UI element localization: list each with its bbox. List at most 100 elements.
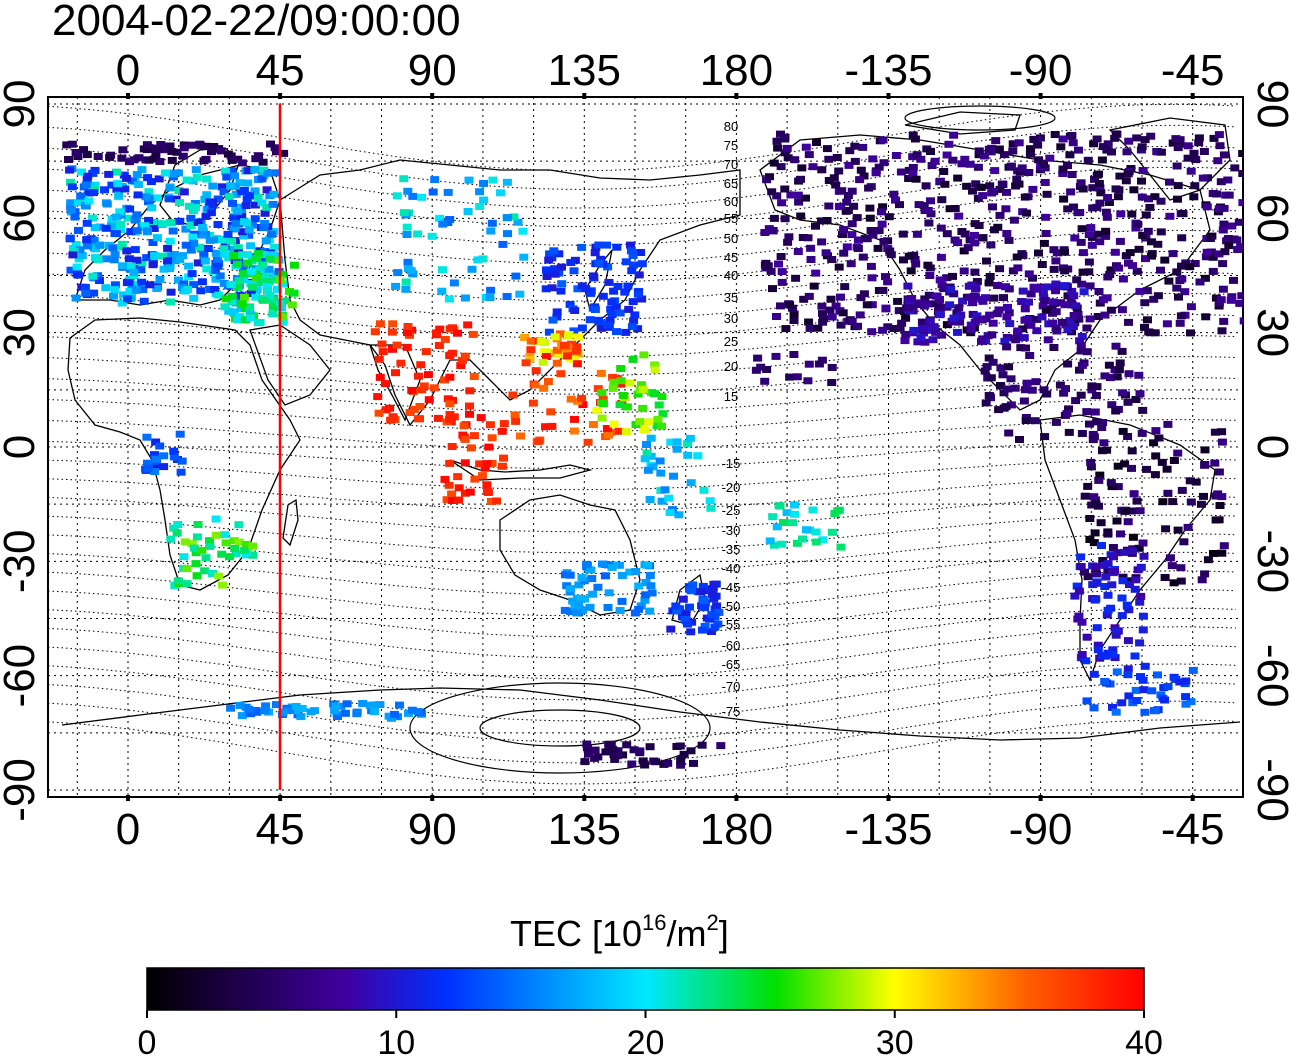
tec-cell [139, 297, 149, 305]
tec-cell [925, 326, 935, 334]
tec-cell [840, 283, 850, 291]
tec-cell [1223, 235, 1233, 242]
tec-cell [1071, 397, 1081, 405]
tec-cell [231, 550, 241, 558]
tec-cell [990, 167, 1000, 175]
tec-cell [615, 607, 625, 614]
tec-cell [1123, 637, 1133, 645]
tec-cell [1058, 165, 1068, 173]
tec-cell [1026, 321, 1036, 329]
tec-cell [91, 245, 101, 253]
tec-cell [163, 244, 173, 252]
tec-cell [636, 249, 646, 256]
tec-cell [572, 360, 582, 368]
tec-cell [935, 276, 945, 284]
tec-cell [227, 167, 237, 175]
tec-cell [582, 560, 592, 568]
tec-cell [836, 293, 845, 301]
tec-cell [1235, 299, 1243, 307]
tec-cell [1003, 385, 1013, 393]
lat-tick-left: -90 [0, 758, 44, 822]
tec-cell [970, 268, 980, 276]
tec-cell [895, 201, 904, 209]
tec-cell [942, 321, 952, 329]
tec-cell [1087, 241, 1097, 249]
tec-cell [71, 294, 81, 302]
tec-cell [1183, 142, 1193, 150]
tec-cell [562, 352, 572, 360]
tec-cell [1048, 298, 1058, 306]
tec-cell [916, 155, 926, 163]
tec-cell [403, 323, 413, 330]
tec-cell [101, 284, 111, 292]
tec-cell [786, 191, 796, 199]
tec-cell [910, 135, 920, 143]
tec-cell [1220, 248, 1230, 256]
tec-cell [238, 228, 248, 236]
tec-cell [234, 277, 244, 284]
tec-cell [184, 202, 194, 210]
tec-cell [625, 379, 635, 387]
tec-cell [497, 462, 507, 470]
tec-cell [1098, 447, 1107, 455]
tec-cell [608, 745, 618, 753]
tec-cell [889, 325, 899, 332]
mag-lat-contour [48, 419, 1237, 451]
tec-cell [408, 192, 418, 200]
tec-cell [572, 343, 582, 351]
mag-lat-contour [48, 272, 1237, 321]
mag-lat-contour [48, 551, 1237, 596]
tec-cell [664, 494, 674, 502]
tec-cell [598, 292, 608, 300]
tec-cell [429, 384, 439, 392]
tec-cell [1183, 154, 1193, 162]
tec-cell [1093, 646, 1103, 654]
tec-cell [624, 305, 634, 313]
tec-cell [160, 169, 170, 177]
tec-cell [804, 360, 814, 368]
tec-cell [122, 247, 132, 255]
tec-cell [235, 313, 245, 321]
tec-cell [1017, 298, 1027, 305]
tec-cell [899, 256, 908, 264]
tec-cell [1073, 209, 1083, 217]
tec-cell [679, 750, 689, 758]
tec-cell [1135, 598, 1145, 606]
tec-cell [223, 230, 233, 238]
tec-cell [804, 151, 814, 159]
tec-cell [1224, 191, 1234, 199]
tec-cell [277, 270, 287, 278]
tec-cell [1218, 226, 1228, 234]
mag-pole-contour [904, 105, 1056, 131]
tec-cell [181, 241, 191, 249]
tec-cell [1137, 177, 1146, 185]
tec-cell [593, 753, 603, 761]
tec-cell [1198, 174, 1208, 182]
tec-cell [1186, 303, 1196, 311]
tec-cell [1002, 334, 1012, 341]
mag-lat-contour [48, 644, 1237, 701]
tec-cell [179, 188, 189, 196]
lon-tick-bottom: 90 [408, 805, 457, 854]
tec-cell [80, 283, 90, 291]
tec-cell [449, 279, 459, 287]
tec-cell [909, 326, 919, 334]
tec-cell [638, 757, 648, 765]
tec-cell [955, 318, 965, 326]
tec-cell [640, 455, 650, 463]
tec-cell [73, 153, 83, 160]
tec-cell [627, 760, 637, 768]
tec-cell [233, 155, 243, 163]
tec-cell [112, 168, 121, 176]
lon-tick-mark [430, 795, 435, 801]
tec-cell [1179, 538, 1189, 546]
tec-cell [488, 176, 498, 184]
tec-cell [224, 553, 234, 561]
colorbar-ticks: 0 10 20 30 40 [138, 1010, 1163, 1057]
tec-cell [821, 249, 831, 257]
tec-cell [1065, 317, 1075, 325]
tec-cell [613, 747, 623, 755]
tec-cell [1212, 190, 1222, 198]
tec-cell [1128, 547, 1137, 555]
mag-lat-contour [48, 496, 1237, 533]
